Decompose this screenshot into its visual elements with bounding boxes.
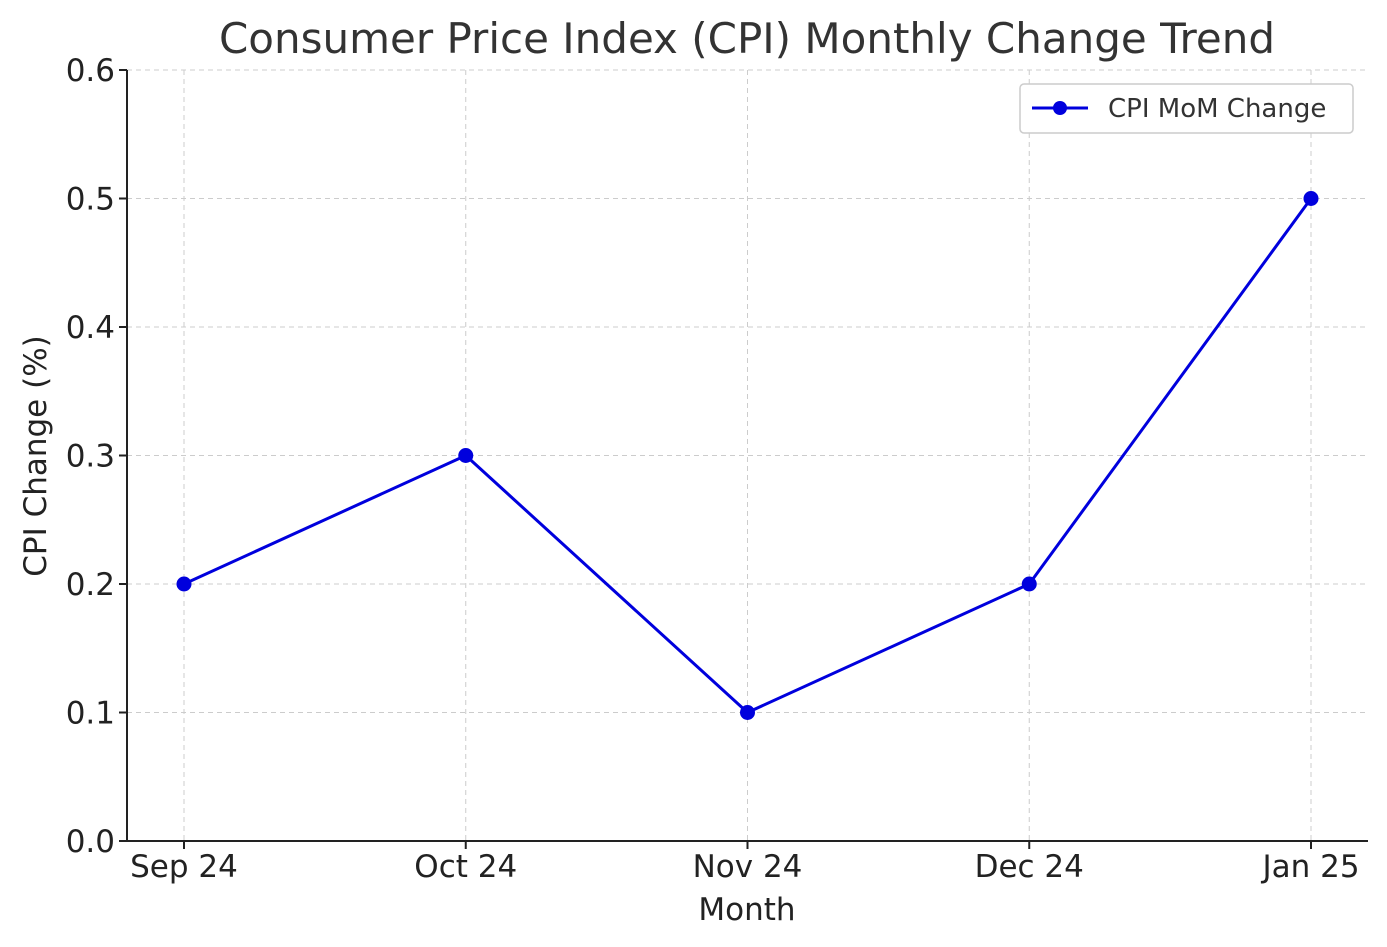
y-tick-label: 0.1 [66,696,115,732]
y-tick-label: 0.0 [66,824,115,860]
legend: CPI MoM Change [1019,83,1354,134]
x-tick-label: Dec 24 [975,849,1084,885]
legend-box [1019,83,1354,134]
y-tick-label: 0.5 [66,182,115,218]
data-point [458,448,474,463]
y-tick-label: 0.2 [66,567,115,603]
y-tick-label: 0.4 [66,310,115,346]
data-point [176,576,192,592]
y-tick-label: 0.3 [66,439,115,475]
legend-dot-marker [1053,101,1067,115]
y-tick-label: 0.6 [66,53,115,89]
axis-ticks: 0.0 0.1 0.2 0.3 0.4 0.5 0.6 Sep 24 Oct 24 Nov 24 D… [66,53,1360,885]
grid-lines [127,69,1368,842]
x-axis-label: Month [698,892,795,928]
y-axis-label: CPI Change (%) [18,335,54,577]
legend-label: CPI MoM Change [1108,94,1326,124]
data-point [740,705,755,720]
data-point [1303,191,1319,206]
data-point [1021,576,1037,592]
x-tick-label: Oct 24 [414,849,517,885]
x-tick-label: Nov 24 [693,849,803,885]
chart-title: Consumer Price Index (CPI) Monthly Chang… [219,14,1275,63]
series-layer [176,191,1319,720]
x-tick-label: Sep 24 [130,849,238,885]
x-tick-label: Jan 25 [1260,849,1359,885]
